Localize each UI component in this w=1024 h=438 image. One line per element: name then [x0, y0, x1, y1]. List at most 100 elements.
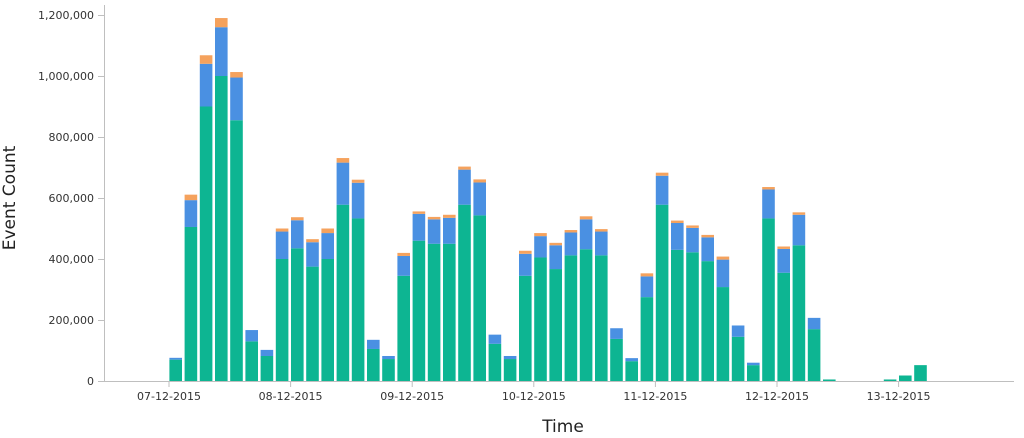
bar-segment-series-2: [397, 255, 410, 276]
bar-segment-series-3: [701, 234, 714, 238]
x-tick-label: 07-12-2015: [137, 390, 201, 403]
bar-segment-series-1: [275, 259, 289, 381]
bar-segment-series-2: [275, 231, 289, 259]
bar-segment-series-2: [321, 233, 334, 259]
bar-segment-series-1: [762, 218, 775, 381]
bar-segment-series-2: [549, 245, 562, 270]
bar-segment-series-1: [397, 275, 410, 381]
bar-segment-series-3: [473, 179, 486, 183]
bar-segment-series-2: [291, 220, 304, 249]
bar-segment-series-1: [792, 245, 806, 381]
y-axis-title: Event Count: [0, 145, 20, 250]
x-tick-label: 09-12-2015: [380, 390, 444, 403]
bar-segment-series-3: [595, 229, 608, 232]
bar-segment-series-1: [564, 255, 578, 381]
bar-segment-series-2: [382, 355, 395, 360]
bar-segment-series-3: [306, 239, 319, 243]
bar-segment-series-1: [579, 249, 593, 381]
bar-segment-series-3: [564, 230, 578, 233]
bar-segment-series-2: [762, 189, 775, 219]
bar-segment-series-2: [579, 219, 593, 250]
bar-segment-series-2: [169, 357, 182, 360]
bar-segment-series-2: [458, 169, 471, 205]
bar-segment-series-3: [549, 242, 562, 246]
bar-segment-series-1: [823, 379, 836, 381]
bar-segment-series-3: [655, 172, 669, 176]
bar-segment-series-2: [519, 253, 532, 276]
x-tick-label: 08-12-2015: [259, 390, 323, 403]
bar-segment-series-1: [883, 379, 897, 381]
bar-segment-series-1: [655, 204, 669, 381]
bar-segment-series-2: [534, 236, 547, 258]
x-tick-label: 13-12-2015: [867, 390, 931, 403]
bar-segment-series-1: [640, 297, 654, 382]
bar-segment-series-3: [184, 194, 198, 201]
bar-segment-series-2: [306, 242, 319, 267]
bar-segment-series-2: [245, 330, 258, 342]
bar-segment-series-3: [792, 212, 806, 215]
x-tick-label: 11-12-2015: [623, 390, 687, 403]
bar-segment-series-1: [336, 204, 350, 381]
y-tick-label: 1,000,000: [38, 70, 94, 83]
bar-segment-series-1: [230, 120, 243, 381]
bar-segment-series-1: [807, 329, 821, 381]
bar-segment-series-3: [427, 216, 441, 220]
bar-segment-series-3: [321, 228, 334, 234]
bar-segment-series-1: [351, 218, 365, 381]
bar-segment-series-2: [215, 27, 228, 76]
bar-segment-series-2: [336, 162, 350, 205]
bar-segment-series-1: [306, 266, 319, 382]
bar-segment-series-1: [716, 287, 730, 381]
bar-segment-series-2: [671, 223, 684, 250]
bar-segment-series-3: [291, 217, 304, 221]
bar-segment-series-1: [701, 261, 714, 381]
bar-segment-series-2: [625, 358, 638, 362]
bar-segment-series-2: [731, 325, 745, 337]
bar-segment-series-3: [336, 158, 350, 163]
bar-segment-series-1: [412, 240, 426, 381]
bar-segment-series-3: [230, 72, 243, 78]
bar-segment-series-2: [792, 214, 806, 246]
bar-segment-series-3: [412, 211, 426, 214]
y-tick-label: 200,000: [49, 314, 95, 327]
bar-segment-series-2: [640, 276, 654, 298]
bar-segment-series-1: [519, 275, 532, 381]
bar-segment-series-1: [291, 248, 304, 381]
x-axis-title: Time: [541, 417, 584, 437]
bars: [169, 18, 927, 382]
bar-segment-series-1: [595, 255, 608, 381]
bar-segment-series-1: [321, 259, 334, 381]
bar-segment-series-1: [427, 243, 441, 381]
bar-segment-series-1: [503, 359, 517, 381]
bar-segment-series-3: [458, 166, 471, 170]
y-axis: 0 200,000 400,000 600,000 800,000 1,000,000 1,…: [38, 9, 104, 388]
x-tick-label: 12-12-2015: [745, 390, 809, 403]
bar-segment-series-1: [215, 76, 228, 381]
bar-segment-series-3: [777, 246, 790, 249]
bar-segment-series-3: [351, 179, 365, 183]
bar-segment-series-2: [351, 182, 365, 219]
y-tick-label: 800,000: [49, 131, 95, 144]
bar-segment-series-3: [275, 228, 289, 232]
bar-segment-series-3: [716, 256, 730, 260]
bar-segment-series-1: [260, 355, 274, 381]
bar-segment-series-2: [412, 213, 426, 241]
bar-segment-series-1: [473, 215, 486, 381]
bar-segment-series-1: [245, 341, 258, 381]
bar-segment-series-1: [443, 243, 456, 381]
bar-segment-series-2: [473, 182, 486, 216]
bar-segment-series-2: [777, 248, 790, 273]
bar-segment-series-2: [595, 231, 608, 256]
x-axis: 07-12-2015 08-12-2015 09-12-2015 10-12-2015…: [137, 381, 931, 403]
bar-segment-series-1: [367, 348, 380, 381]
bar-segment-series-1: [625, 361, 638, 381]
bar-segment-series-1: [777, 272, 790, 381]
bar-segment-series-2: [230, 77, 243, 121]
bar-segment-series-2: [747, 362, 760, 366]
y-tick-label: 600,000: [49, 192, 95, 205]
bar-segment-series-1: [747, 365, 760, 381]
bar-segment-series-2: [488, 334, 502, 344]
bar-segment-series-1: [899, 375, 912, 381]
bar-segment-series-1: [169, 359, 182, 381]
